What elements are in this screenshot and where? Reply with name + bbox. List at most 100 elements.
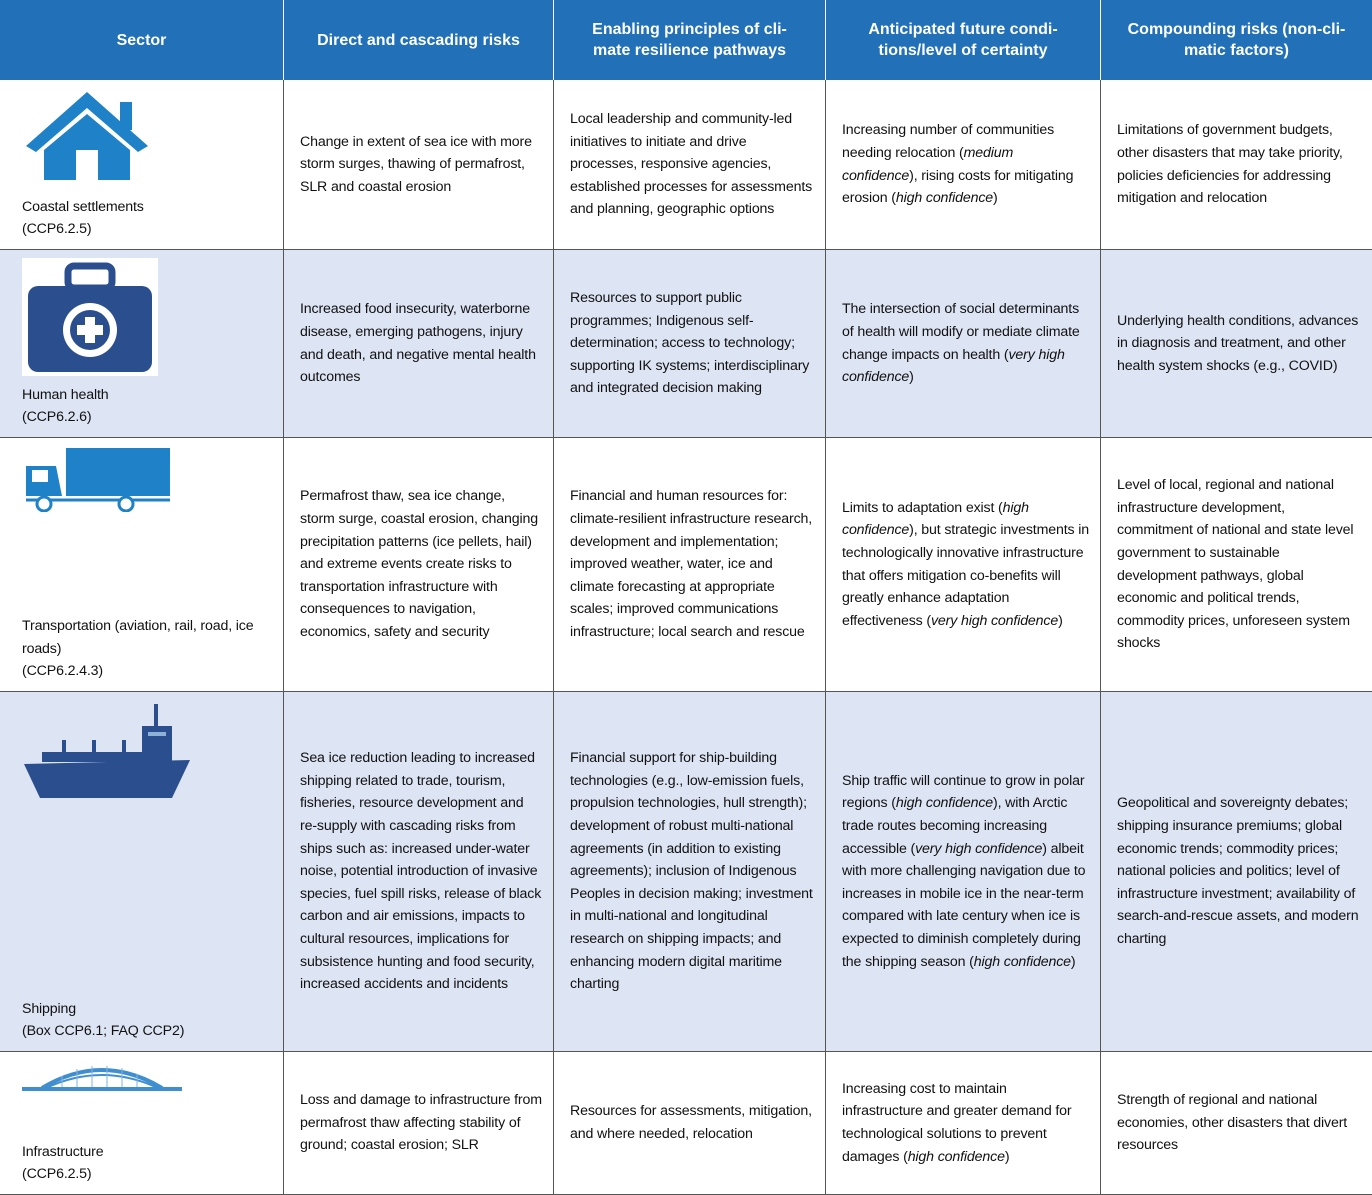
- text-run: Geopolitical and sovereignty debates; sh…: [1117, 795, 1359, 947]
- cell-text: Change in extent of sea ice with more st…: [300, 131, 543, 199]
- text-run: Financial and human resources for: clima…: [570, 488, 813, 640]
- cell-text: The intersection of social determinants …: [842, 298, 1090, 388]
- italic-text: high confidence: [842, 499, 1029, 539]
- text-run: ): [909, 369, 914, 386]
- table-cell: Local leadership and community-led initi…: [553, 80, 825, 250]
- text-run: Change in extent of sea ice with more st…: [300, 133, 532, 195]
- table-cell: Financial and human resources for: clima…: [553, 438, 825, 692]
- text-run: Limitations of government budgets, other…: [1117, 122, 1343, 207]
- column-header: Direct and cascading risks: [283, 0, 553, 80]
- table-cell: Resources for assessments, mitigation, a…: [553, 1052, 825, 1195]
- table-cell: Limitations of government budgets, other…: [1100, 80, 1372, 250]
- text-run: ): [1070, 953, 1076, 970]
- cell-text: Increasing number of communities needing…: [842, 119, 1090, 209]
- sector-name: Transportation (aviation, rail, road, ic…: [22, 618, 254, 657]
- cell-text: Local leadership and community-led initi…: [570, 108, 815, 221]
- table-cell: Increasing cost to maintain infrastructu…: [825, 1052, 1100, 1195]
- sector-cell: Shipping (Box CCP6.1; FAQ CCP2): [0, 692, 283, 1052]
- header-line: matic factors): [1184, 42, 1289, 59]
- italic-text: medium confidence: [842, 144, 1014, 184]
- header-line: Compounding risks (non-cli-: [1127, 21, 1346, 38]
- italic-text: very high confidence: [930, 612, 1059, 629]
- cell-text: Strength of regional and national econom…: [1117, 1089, 1362, 1157]
- table-cell: Resources to support public programmes; …: [553, 250, 825, 438]
- cell-text: Underlying health conditions, advances i…: [1117, 310, 1362, 378]
- cell-text: Limitations of government budgets, other…: [1117, 119, 1362, 209]
- table-cell: Permafrost thaw, sea ice change, storm s…: [283, 438, 553, 692]
- sector-cell: Human health (CCP6.2.6): [0, 250, 283, 438]
- italic-text: high confidence: [895, 190, 993, 207]
- sector-name: Infrastructure: [22, 1143, 104, 1160]
- table-cell: Level of local, regional and national in…: [1100, 438, 1372, 692]
- sector-icon: [22, 258, 158, 376]
- sector-cell: Transportation (aviation, rail, road, ic…: [0, 438, 283, 692]
- sector-cell: Infrastructure (CCP6.2.5): [0, 1052, 283, 1195]
- sector-label: Transportation (aviation, rail, road, ic…: [22, 615, 273, 683]
- header-line: mate resilience pathways: [593, 42, 786, 59]
- header-line: Sector: [116, 31, 167, 49]
- cell-text: Increased food insecurity, waterborne di…: [300, 298, 543, 388]
- sector-name: Shipping: [22, 1000, 77, 1017]
- sector-ref: (Box CCP6.1; FAQ CCP2): [22, 1023, 185, 1040]
- cell-text: Resources to support public programmes; …: [570, 287, 815, 400]
- text-run: Sea ice reduction leading to increased s…: [300, 750, 542, 993]
- sector-label: Human health (CCP6.2.6): [22, 384, 109, 429]
- column-header: Sector: [0, 0, 283, 80]
- italic-text: very high confidence: [842, 346, 1065, 386]
- table-cell: Ship traffic will continue to grow in po…: [825, 692, 1100, 1052]
- cell-text: Permafrost thaw, sea ice change, storm s…: [300, 485, 543, 643]
- text-run: Underlying health conditions, advances i…: [1117, 312, 1359, 374]
- header-line: Anticipated future condi-: [868, 21, 1058, 38]
- text-run: ), but strategic investments in technolo…: [842, 522, 1089, 629]
- header-line: Enabling principles of cli-: [592, 21, 787, 38]
- sector-ref: (CCP6.2.4.3): [22, 663, 103, 680]
- table-cell: The intersection of social determinants …: [825, 250, 1100, 438]
- table-cell: Increasing number of communities needing…: [825, 80, 1100, 250]
- sector-label: Shipping (Box CCP6.1; FAQ CCP2): [22, 998, 184, 1043]
- header-line: tions/level of certainty: [878, 42, 1048, 59]
- sector-name: Coastal settlements: [22, 198, 144, 215]
- table-cell: Financial support for ship-building tech…: [553, 692, 825, 1052]
- text-run: Local leadership and community-led initi…: [570, 111, 813, 218]
- text-run: ), with Arctic trade routes becoming inc…: [842, 795, 1068, 857]
- table-cell: Geopolitical and sovereignty debates; sh…: [1100, 692, 1372, 1052]
- table-cell: Change in extent of sea ice with more st…: [283, 80, 553, 250]
- sector-icon: [22, 88, 152, 180]
- text-run: Loss and damage to infrastructure from p…: [300, 1092, 542, 1154]
- italic-text: high confidence: [907, 1148, 1005, 1165]
- text-run: The intersection of social determinants …: [842, 301, 1080, 363]
- table-cell: Limits to adaptation exist (high confide…: [825, 438, 1100, 692]
- text-run: Level of local, regional and national in…: [1117, 477, 1354, 652]
- sector-icon: [22, 1060, 182, 1096]
- cell-text: Resources for assessments, mitigation, a…: [570, 1100, 815, 1145]
- sector-cell: Coastal settlements (CCP6.2.5): [0, 80, 283, 250]
- cell-text: Geopolitical and sovereignty debates; sh…: [1117, 792, 1362, 950]
- sector-icon: [22, 700, 192, 800]
- italic-text: high confidence: [895, 795, 993, 812]
- cell-text: Ship traffic will continue to grow in po…: [842, 770, 1090, 973]
- text-run: Resources to support public programmes; …: [570, 290, 810, 397]
- sector-icon: [22, 446, 172, 512]
- column-header: Enabling principles of cli-mate resilien…: [553, 0, 825, 80]
- text-run: ): [1058, 612, 1063, 629]
- italic-text: very high confidence: [915, 840, 1043, 857]
- sector-label: Infrastructure (CCP6.2.5): [22, 1141, 104, 1186]
- table-cell: Underlying health conditions, advances i…: [1100, 250, 1372, 438]
- italic-text: high confidence: [973, 953, 1071, 970]
- text-run: Increasing cost to maintain infrastructu…: [842, 1080, 1072, 1165]
- text-run: Ship traffic will continue to grow in po…: [842, 772, 1085, 812]
- cell-text: Financial and human resources for: clima…: [570, 485, 815, 643]
- cell-text: Limits to adaptation exist (high confide…: [842, 497, 1090, 633]
- text-run: Financial support for ship-building tech…: [570, 750, 813, 993]
- table-cell: Strength of regional and national econom…: [1100, 1052, 1372, 1195]
- sector-ref: (CCP6.2.5): [22, 1166, 92, 1183]
- column-header: Compounding risks (non-cli-matic factors…: [1100, 0, 1372, 80]
- cell-text: Financial support for ship-building tech…: [570, 747, 815, 996]
- text-run: ): [993, 190, 998, 207]
- text-run: Permafrost thaw, sea ice change, storm s…: [300, 488, 538, 640]
- cell-text: Loss and damage to infrastructure from p…: [300, 1089, 543, 1157]
- table-cell: Increased food insecurity, waterborne di…: [283, 250, 553, 438]
- cell-text: Increasing cost to maintain infrastructu…: [842, 1078, 1090, 1168]
